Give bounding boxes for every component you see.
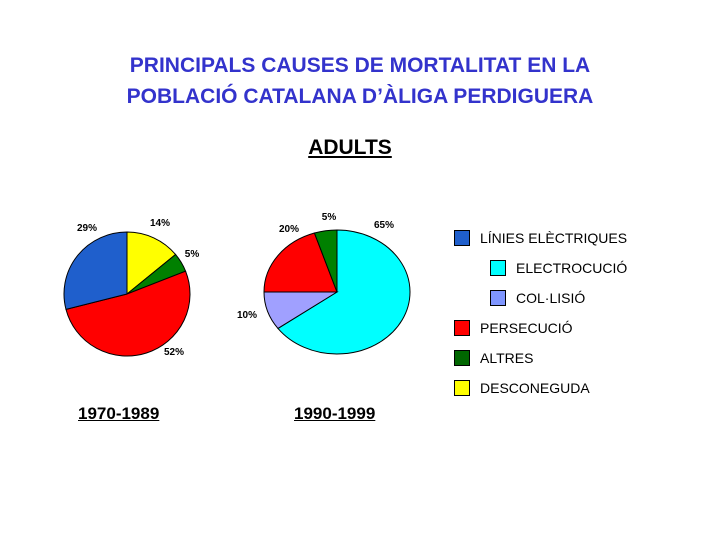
legend-label: DESCONEGUDA <box>480 380 590 396</box>
legend-item: LÍNIES ELÈCTRIQUES <box>454 228 627 248</box>
pie-1-slice-l-nies-el-ctriques <box>63 231 128 311</box>
pie-1-slice-desconeguda <box>126 231 177 296</box>
legend-label: ALTRES <box>480 350 534 366</box>
title-line-1: PRINCIPALS CAUSES DE MORTALITAT EN LA <box>129 54 591 77</box>
legend-swatch <box>454 380 470 396</box>
pie-2-data-label: 10% <box>237 310 257 321</box>
chart-title: PRINCIPALS CAUSES DE MORTALITAT EN LA PO… <box>0 50 720 112</box>
legend-swatch <box>490 260 506 276</box>
legend-label: PERSECUCIÓ <box>480 320 573 336</box>
legend-item: DESCONEGUDA <box>454 378 590 398</box>
pie-2-data-label: 20% <box>279 224 299 235</box>
legend-label: LÍNIES ELÈCTRIQUES <box>480 230 628 246</box>
pie-1-period-label: 1970-1989 <box>78 404 160 423</box>
pie-2-slice-persecuci- <box>263 232 338 293</box>
pie-2-data-label: 65% <box>374 220 394 231</box>
legend-item: COL·LISIÓ <box>490 288 585 308</box>
legend-item: ELECTROCUCIÓ <box>490 258 627 278</box>
pie-1-data-label: 5% <box>185 249 200 260</box>
legend-item: ALTRES <box>454 348 533 368</box>
legend-label: COL·LISIÓ <box>516 290 586 306</box>
legend-swatch <box>490 290 506 306</box>
title-line-2: POBLACIÓ CATALANA D’ÀLIGA PERDIGUERA <box>126 85 594 108</box>
pie-1-data-label: 52% <box>164 347 184 358</box>
pie-1-slice-persecuci- <box>65 270 191 357</box>
legend-swatch <box>454 230 470 246</box>
pie-2-period-label: 1990-1999 <box>294 404 376 423</box>
pie-2-data-label: 5% <box>322 212 337 223</box>
legend-swatch <box>454 320 470 336</box>
pie-1-data-label: 29% <box>77 223 97 234</box>
pie-1-data-label: 14% <box>150 218 170 229</box>
chart-subtitle: ADULTS <box>308 136 392 159</box>
pie-2-slice-altres <box>313 229 338 293</box>
pie-2-slice-electrocuci- <box>277 229 411 355</box>
legend-label: ELECTROCUCIÓ <box>516 260 628 276</box>
legend-item: PERSECUCIÓ <box>454 318 573 338</box>
legend-swatch <box>454 350 470 366</box>
